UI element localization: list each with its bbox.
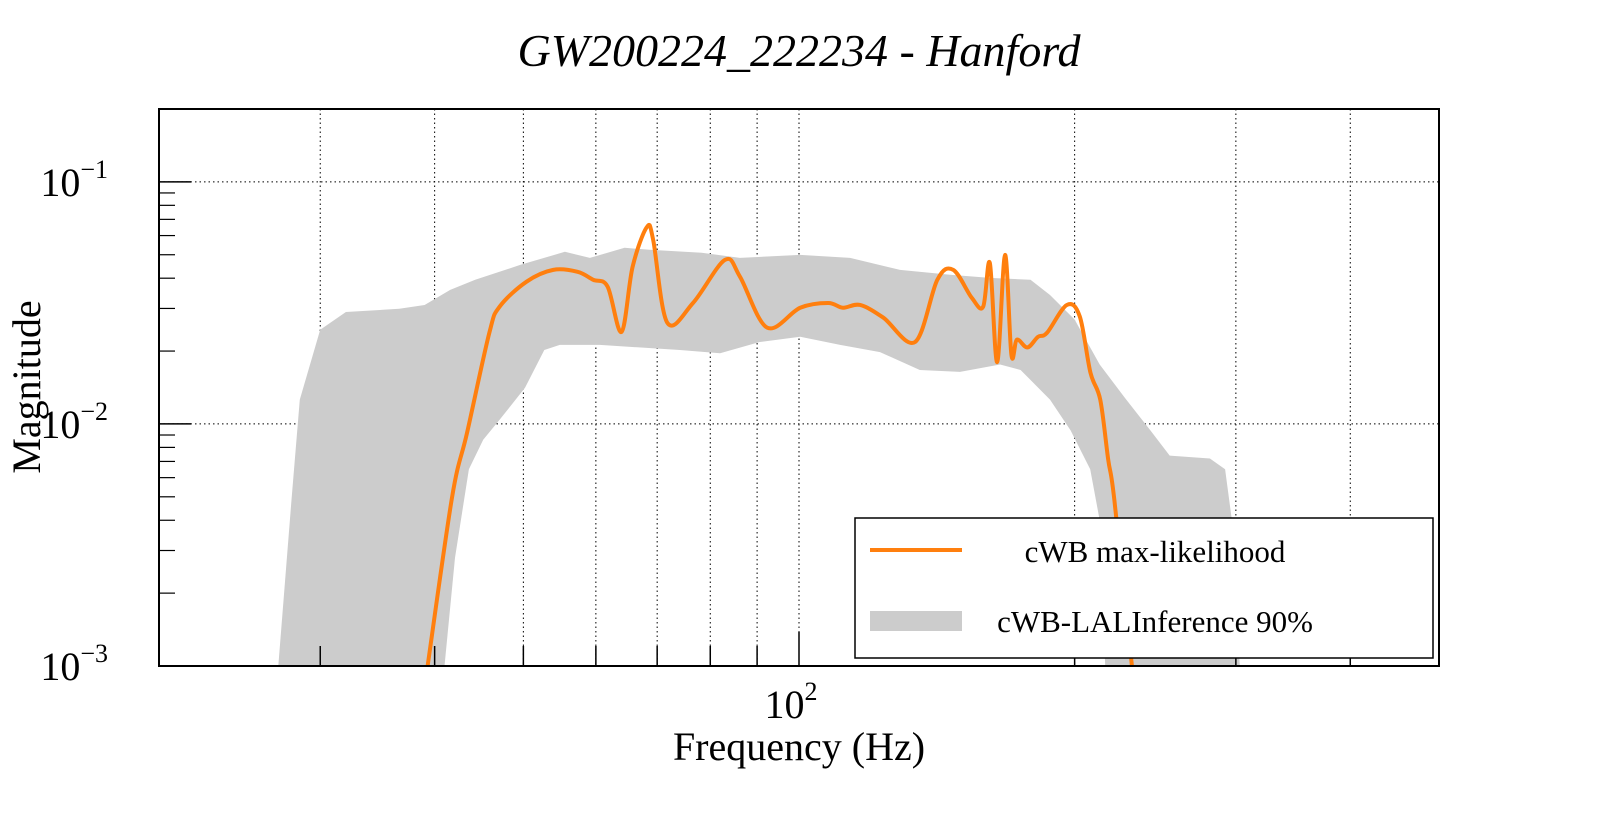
legend: cWB max-likelihood cWB-LALInference 90% (854, 517, 1434, 659)
series-lines (425, 222, 1134, 667)
y-tick-label: 10−1 (40, 155, 108, 205)
chart-title: GW200224_222234 - Hanford (517, 25, 1081, 76)
series-line-max-likelihood (425, 222, 1134, 667)
legend-label-band: cWB-LALInference 90% (997, 604, 1313, 639)
legend-label-max-likelihood: cWB max-likelihood (1025, 534, 1286, 569)
tick-labels: 102 10−1 10−2 10−3 (40, 155, 817, 727)
x-tick-label: 102 (765, 677, 818, 727)
x-axis-label: Frequency (Hz) (673, 724, 925, 769)
y-axis-label: Magnitude (4, 300, 49, 473)
y-tick-label: 10−3 (40, 639, 108, 689)
legend-swatch-band (870, 611, 962, 631)
y-tick-label: 10−2 (40, 397, 108, 447)
legend-box (854, 517, 1434, 659)
